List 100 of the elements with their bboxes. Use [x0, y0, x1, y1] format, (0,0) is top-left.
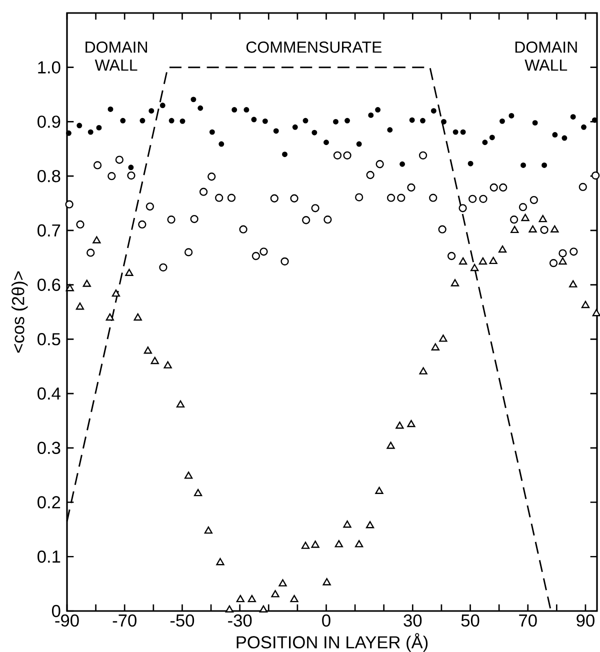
point — [470, 264, 479, 272]
point — [176, 400, 185, 408]
point — [76, 220, 84, 229]
x-tick-label: -50 — [170, 614, 194, 627]
point — [252, 252, 260, 260]
point — [260, 248, 268, 256]
point — [489, 134, 495, 140]
point — [386, 194, 396, 202]
point — [86, 248, 95, 257]
y-tick-label: 0.3 — [38, 442, 60, 454]
point — [366, 521, 374, 528]
point — [232, 107, 238, 112]
point — [386, 442, 395, 449]
point — [375, 107, 381, 112]
annotation: DOMAIN WALL — [515, 42, 577, 71]
point — [479, 194, 488, 203]
point — [482, 140, 488, 146]
point — [244, 107, 250, 112]
point — [262, 118, 268, 124]
point — [366, 170, 374, 180]
point — [356, 141, 362, 147]
point — [194, 488, 202, 496]
point — [458, 204, 467, 212]
point — [429, 194, 438, 202]
point — [439, 334, 448, 342]
point — [134, 313, 142, 321]
point — [270, 194, 278, 202]
point — [333, 151, 342, 160]
point — [76, 122, 82, 128]
point — [311, 540, 320, 548]
point — [538, 214, 547, 222]
point — [216, 558, 224, 566]
y-tick-label: 1.0 — [38, 61, 60, 74]
point — [184, 248, 193, 256]
point — [324, 216, 332, 224]
point — [418, 151, 428, 160]
point — [343, 520, 352, 528]
y-tick-label: 0.1 — [38, 550, 60, 563]
point — [66, 284, 74, 292]
point — [204, 526, 212, 534]
point — [459, 257, 468, 265]
point — [138, 220, 146, 229]
point — [273, 128, 279, 134]
point — [430, 108, 436, 114]
point — [236, 594, 244, 602]
point — [120, 118, 126, 124]
y-tick-label: 0.6 — [38, 278, 60, 291]
point — [167, 216, 176, 224]
y-axis-title: <cos (2θ)> — [12, 271, 28, 353]
point — [227, 194, 236, 202]
point — [180, 118, 186, 124]
point — [407, 183, 416, 192]
point — [550, 225, 559, 233]
point — [190, 214, 198, 224]
point — [112, 289, 120, 297]
point — [498, 245, 507, 253]
point — [520, 162, 526, 168]
point — [106, 313, 114, 321]
point — [184, 472, 193, 479]
point — [76, 302, 84, 310]
point — [518, 203, 528, 212]
point — [452, 129, 458, 135]
x-axis-title: POSITION IN LAYER (Å) — [236, 633, 428, 652]
point — [164, 361, 172, 368]
point — [150, 356, 159, 364]
point — [376, 160, 384, 168]
point — [468, 160, 474, 166]
annotation: DOMAIN WALL — [86, 42, 147, 71]
point — [218, 141, 224, 147]
point — [88, 129, 94, 135]
point — [198, 105, 204, 111]
point — [549, 259, 558, 268]
y-tick-label: 0.2 — [38, 496, 60, 508]
x-tick-label: 30 — [404, 614, 422, 627]
point — [460, 129, 466, 135]
x-tick-label: 0 — [322, 614, 330, 627]
point — [144, 346, 152, 354]
point — [540, 226, 548, 234]
point — [569, 280, 578, 288]
point — [558, 257, 567, 265]
point — [115, 156, 124, 164]
y-tick-label: 0.9 — [38, 116, 60, 128]
point — [290, 194, 298, 202]
point — [282, 152, 288, 158]
y-tick-label: 0.5 — [38, 333, 60, 346]
point — [140, 118, 146, 124]
x-tick-label: 50 — [461, 614, 480, 627]
point — [570, 248, 578, 256]
point — [343, 151, 352, 160]
point — [190, 96, 196, 102]
point — [292, 124, 298, 130]
point — [93, 161, 102, 170]
point — [248, 594, 256, 602]
point — [215, 194, 224, 202]
point — [450, 279, 460, 286]
point — [148, 108, 154, 114]
point — [208, 172, 216, 181]
point — [344, 118, 350, 124]
point — [199, 188, 208, 196]
point — [239, 225, 248, 234]
